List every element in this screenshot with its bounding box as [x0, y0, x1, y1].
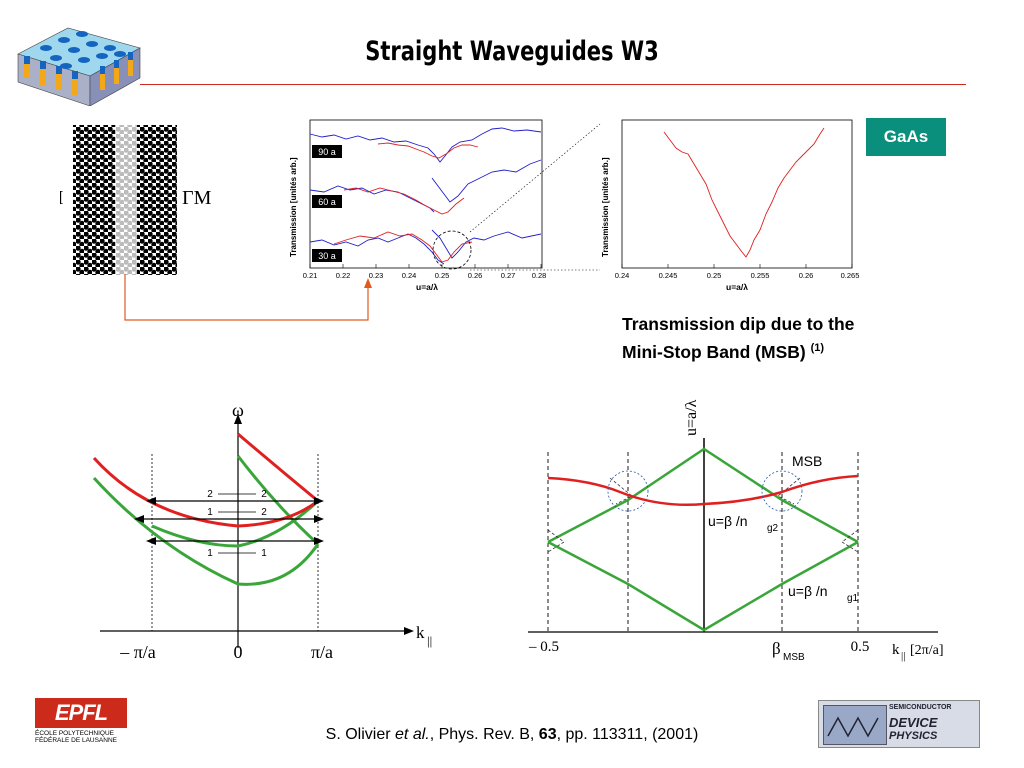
material-badge: GaAs	[866, 118, 946, 156]
right-y-axis-label: u=a/λ	[683, 399, 700, 436]
citation-authors: S. Olivier	[325, 726, 391, 743]
crystal-left-label: ΓM	[60, 187, 64, 209]
plot-b-xlabel: u=a/λ	[726, 282, 748, 292]
arrow-label-from: 1	[207, 507, 213, 518]
line1-subscript: g1	[847, 593, 859, 604]
waveguide-crystal-pattern: ΓM ΓM	[60, 125, 212, 275]
plot-a-xtick: 0.28	[532, 271, 547, 280]
left-xtick-neg: – π/a	[119, 642, 156, 662]
page-title: Straight Waveguides W3	[365, 36, 659, 67]
line1-label: u=β /n	[788, 583, 828, 599]
plot-b-xtick: 0.25	[707, 271, 722, 280]
left-xtick-pos: π/a	[311, 642, 333, 662]
device-circuit-icon	[823, 705, 887, 745]
plot-a-xtick: 0.23	[369, 271, 384, 280]
msb-label: MSB	[792, 453, 822, 469]
plot-a-length-label: 60 a	[318, 197, 336, 207]
beta-msb-subscript: MSB	[783, 652, 805, 663]
arrow-label-to: 2	[261, 489, 267, 500]
arrow-label-from: 2	[207, 489, 213, 500]
omega-axis-label: ω	[232, 400, 244, 420]
line2-label: u=β /n	[708, 513, 748, 529]
transmission-plot-b: 0.24 0.245 0.25 0.255 0.26 0.265 u=a/λ T…	[601, 119, 860, 292]
citation-volume: 63	[538, 726, 557, 743]
arrow-label-from: 1	[207, 548, 213, 559]
citation-journal: , Phys. Rev. B,	[429, 726, 539, 743]
photonic-crystal-logo	[17, 27, 141, 106]
k-axis-subscript: ||	[427, 633, 432, 648]
right-xtick-neg: – 0.5	[528, 639, 559, 655]
plot-b-xtick: 0.255	[751, 271, 770, 280]
epfl-logo: EPFL ÉCOLE POLYTECHNIQUE FÉDÉRALE DE LAU…	[35, 698, 127, 748]
plot-a-ylabel: Transmission [unités arb.]	[289, 157, 298, 257]
zoom-guide-lines	[469, 123, 601, 271]
citation-etal: et al.	[395, 726, 430, 743]
dispersion-diagram-left: ω k || 2 2 1 2 1 1 – π/a 0 π/a	[92, 400, 432, 662]
caption-line-1: Transmission dip due to the	[622, 314, 855, 334]
right-x-axis-unit: [2π/a]	[910, 643, 944, 658]
plot-a-xtick: 0.26	[468, 271, 483, 280]
plot-b-ylabel: Transmission [unités arb.]	[601, 157, 610, 257]
plot-a-length-label: 30 a	[318, 251, 336, 261]
line2-subscript: g2	[767, 523, 779, 534]
beta-msb-label: β	[772, 639, 781, 658]
right-x-axis-label: k	[892, 642, 900, 658]
plot-a-xtick: 0.22	[336, 271, 351, 280]
plot-a-xtick: 0.24	[402, 271, 417, 280]
right-xtick-pos: 0.5	[851, 639, 870, 655]
plot-a-length-label: 90 a	[318, 147, 336, 157]
plot-b-xtick: 0.265	[841, 271, 860, 280]
plot-a-xtick: 0.21	[303, 271, 318, 280]
plot-b-xtick: 0.26	[799, 271, 814, 280]
dispersion-diagram-right: u=a/λ MSB u=β /n g2 u=β /n g1 – 0.5 0.5 …	[528, 399, 944, 663]
title-divider	[140, 84, 966, 85]
transmission-plot-a: 0.21 0.22 0.23 0.24 0.25 0.26 0.27 0.28 …	[289, 119, 547, 292]
right-x-axis-subscript: ||	[901, 650, 905, 662]
device-physics-logo: SEMICONDUCTOR DEVICE PHYSICS	[818, 700, 980, 748]
arrow-label-to: 1	[261, 548, 267, 559]
connector-arrow	[124, 274, 372, 321]
plot-a-xtick: 0.25	[435, 271, 450, 280]
figure-caption: Transmission dip due to the Mini-Stop Ba…	[622, 312, 952, 364]
caption-superscript: (1)	[810, 342, 825, 354]
device-logo-mid: DEVICE	[889, 715, 938, 730]
epfl-logo-line1: ÉCOLE POLYTECHNIQUE	[35, 730, 114, 737]
k-axis-label: k	[416, 623, 425, 642]
device-logo-top: SEMICONDUCTOR	[889, 704, 952, 711]
plot-b-xtick: 0.24	[615, 271, 630, 280]
crystal-right-label: ΓM	[182, 187, 212, 209]
plot-a-xtick: 0.27	[501, 271, 516, 280]
epfl-logo-line2: FÉDÉRALE DE LAUSANNE	[35, 737, 117, 744]
caption-line-2: Mini-Stop Band (MSB)	[622, 341, 806, 362]
plot-a-xlabel: u=a/λ	[416, 282, 438, 292]
citation-pages: , pp. 113311, (2001)	[556, 726, 699, 743]
left-xtick-zero: 0	[234, 642, 243, 662]
arrow-label-to: 2	[261, 507, 267, 518]
plot-b-xtick: 0.245	[659, 271, 678, 280]
citation: S. Olivier et al., Phys. Rev. B, 63, pp.…	[0, 726, 1024, 744]
device-logo-bottom: PHYSICS	[889, 730, 938, 742]
epfl-logo-mark: EPFL	[35, 698, 127, 728]
